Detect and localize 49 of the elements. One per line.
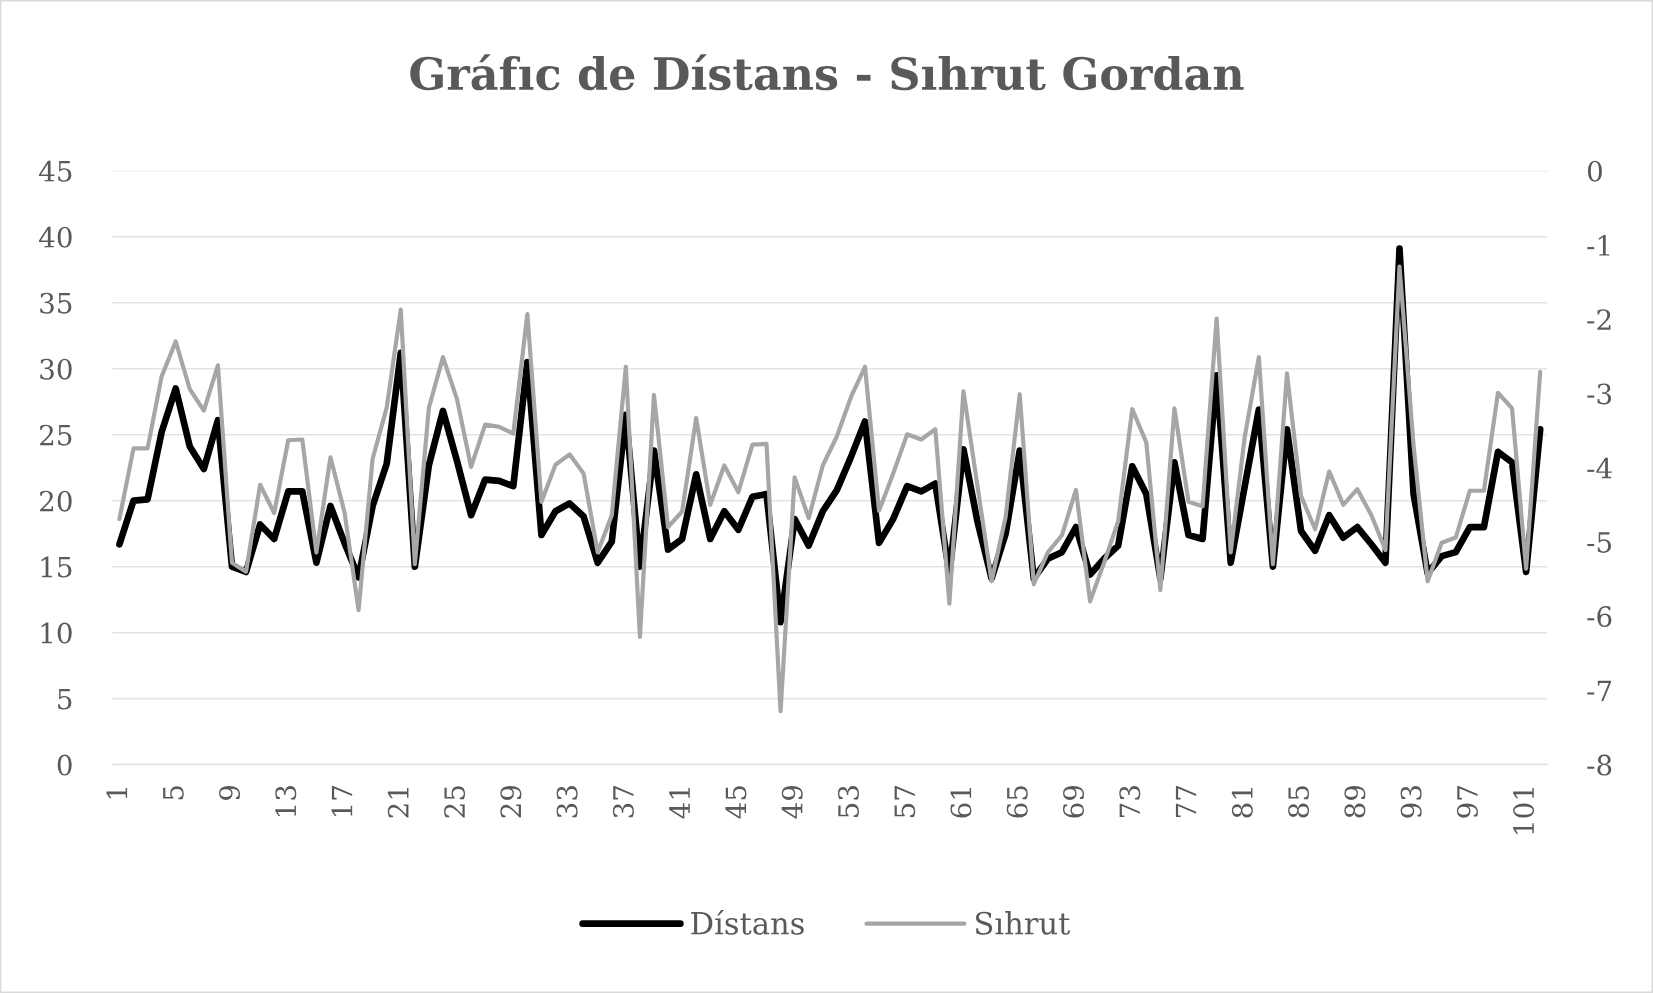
x-tick-label: 101 bbox=[1513, 788, 1535, 834]
x-tick-label: 97 bbox=[1456, 786, 1478, 818]
x-tick-label: 25 bbox=[444, 786, 466, 818]
line-series bbox=[117, 264, 1543, 714]
y-tick-label: 0 bbox=[57, 754, 72, 776]
x-tick-label: 73 bbox=[1119, 786, 1141, 818]
x-tick-label: 65 bbox=[1006, 786, 1028, 818]
x-tick-label: 41 bbox=[669, 788, 690, 819]
y2-tick-label: -4 bbox=[1587, 457, 1612, 479]
x-tick-label: 21 bbox=[387, 788, 409, 818]
x-tick-label: 29 bbox=[500, 785, 522, 818]
y2-tick-label: -3 bbox=[1587, 383, 1612, 405]
x-tick-label: 69 bbox=[1063, 785, 1085, 818]
y-tick-label: 25 bbox=[40, 424, 72, 446]
x-tick-label: 17 bbox=[331, 786, 353, 817]
x-tick-label: 1 bbox=[106, 788, 128, 799]
y2-tick-label: -6 bbox=[1587, 606, 1612, 628]
chart-title: Gráfıc de Dístans - Sıhrut Gordan bbox=[410, 54, 1244, 91]
y2-tick-label: -5 bbox=[1587, 532, 1612, 553]
x-tick-label: 9 bbox=[219, 785, 241, 800]
y2-tick-label: -7 bbox=[1587, 680, 1612, 701]
y2-tick-label: -1 bbox=[1587, 234, 1610, 256]
x-tick-label: 53 bbox=[837, 786, 859, 818]
legend-label: Dístans bbox=[691, 909, 804, 935]
x-tick-label: 5 bbox=[163, 786, 184, 800]
x-tick-label: 37 bbox=[612, 786, 634, 818]
x-tick-label: 57 bbox=[894, 786, 916, 818]
y2-tick-label: -2 bbox=[1587, 309, 1611, 330]
x-tick-label: 49 bbox=[781, 785, 803, 819]
y-tick-label: 20 bbox=[40, 490, 72, 512]
x-tick-label: 93 bbox=[1400, 786, 1422, 818]
x-tick-label: 77 bbox=[1175, 786, 1197, 818]
y-tick-label: 15 bbox=[41, 556, 72, 578]
x-tick-label: 85 bbox=[1288, 786, 1310, 818]
y-tick-label: 10 bbox=[41, 622, 72, 644]
y-tick-label: 5 bbox=[58, 688, 72, 710]
x-tick-label: 45 bbox=[725, 786, 747, 819]
y-tick-label: 35 bbox=[40, 292, 72, 314]
x-tick-label: 13 bbox=[275, 786, 297, 817]
x-tick-label: 81 bbox=[1231, 788, 1253, 818]
y-tick-label: 40 bbox=[39, 226, 72, 248]
x-tick-label: 33 bbox=[556, 786, 578, 818]
y2-tick-label: -8 bbox=[1587, 754, 1612, 776]
x-tick-label: 89 bbox=[1344, 785, 1366, 818]
y2-tick-label: 0 bbox=[1587, 160, 1602, 182]
x-tick-label: 61 bbox=[950, 788, 972, 818]
y-tick-label: 30 bbox=[40, 358, 72, 380]
y-tick-label: 45 bbox=[39, 160, 72, 182]
legend-label: Sıhrut bbox=[976, 911, 1071, 935]
